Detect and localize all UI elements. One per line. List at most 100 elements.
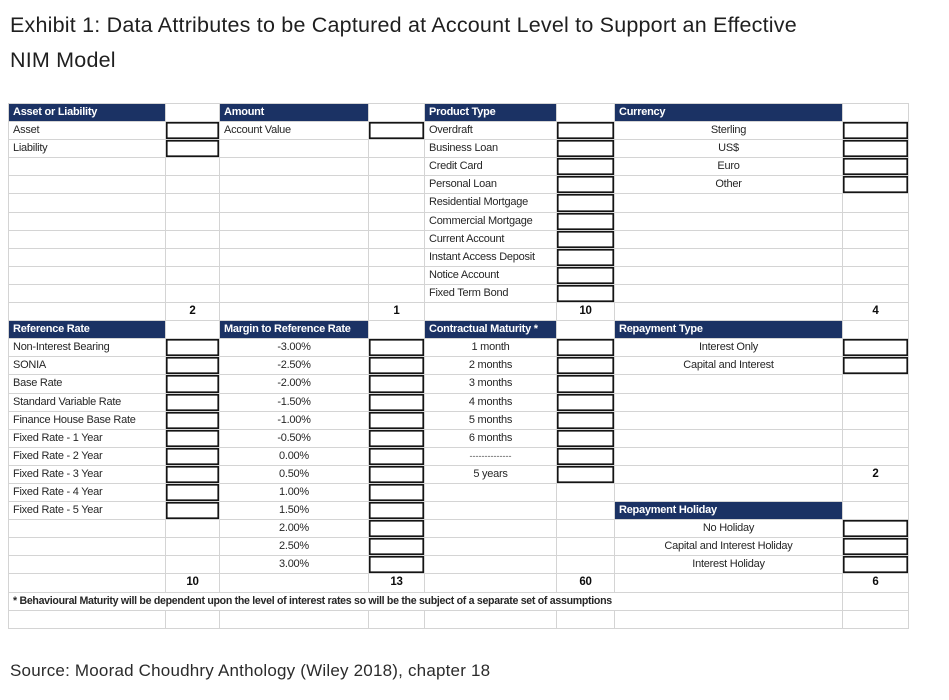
input-box[interactable] xyxy=(369,447,425,466)
input-box[interactable] xyxy=(369,393,425,412)
column-header-cell: Product Type xyxy=(425,104,557,123)
input-box[interactable] xyxy=(166,483,220,503)
input-box[interactable] xyxy=(843,556,909,575)
empty-cell xyxy=(557,538,615,557)
input-box[interactable] xyxy=(843,357,909,376)
input-box[interactable] xyxy=(557,339,615,358)
input-box[interactable] xyxy=(843,176,909,195)
empty-cell xyxy=(9,176,166,195)
row-label-cell: Capital and Interest xyxy=(615,357,843,376)
input-box[interactable] xyxy=(557,194,615,213)
row-label-cell: Asset xyxy=(9,122,166,141)
row-label-cell: 1.50% xyxy=(220,502,369,521)
input-box[interactable] xyxy=(843,538,909,557)
input-box[interactable] xyxy=(843,122,909,141)
count-cell: 13 xyxy=(369,574,425,593)
empty-cell xyxy=(615,447,843,466)
empty-cell xyxy=(615,230,843,249)
input-box[interactable] xyxy=(369,502,425,521)
footnote-cell: * Behavioural Maturity will be dependent… xyxy=(9,592,843,611)
input-box[interactable] xyxy=(557,158,615,177)
input-box[interactable] xyxy=(557,230,615,249)
input-box[interactable] xyxy=(369,339,425,358)
input-box[interactable] xyxy=(843,158,909,177)
input-box[interactable] xyxy=(166,411,220,430)
empty-cell xyxy=(166,230,220,249)
input-box[interactable] xyxy=(843,339,909,358)
input-box[interactable] xyxy=(557,122,615,141)
empty-cell xyxy=(557,556,615,575)
input-box[interactable] xyxy=(369,520,425,539)
empty-cell xyxy=(425,483,557,503)
input-box[interactable] xyxy=(166,393,220,412)
empty-cell xyxy=(166,556,220,575)
input-box[interactable] xyxy=(369,465,425,484)
input-box[interactable] xyxy=(369,375,425,394)
input-box[interactable] xyxy=(557,212,615,231)
row-label-cell: Sterling xyxy=(615,122,843,141)
row-label-cell: No Holiday xyxy=(615,520,843,539)
row-label-cell: -1.00% xyxy=(220,411,369,430)
empty-cell xyxy=(369,104,425,123)
input-box[interactable] xyxy=(369,429,425,448)
empty-cell xyxy=(615,610,843,629)
input-box[interactable] xyxy=(166,465,220,484)
input-box[interactable] xyxy=(557,411,615,430)
row-label-cell: SONIA xyxy=(9,357,166,376)
column-header-cell: Contractual Maturity * xyxy=(425,321,557,340)
input-box[interactable] xyxy=(369,483,425,503)
input-box[interactable] xyxy=(557,447,615,466)
input-box[interactable] xyxy=(166,122,220,141)
input-box[interactable] xyxy=(166,429,220,448)
input-box[interactable] xyxy=(166,447,220,466)
input-box[interactable] xyxy=(557,284,615,304)
empty-cell xyxy=(220,266,369,285)
input-box[interactable] xyxy=(166,339,220,358)
input-box[interactable] xyxy=(166,502,220,521)
row-label-cell: Fixed Rate - 3 Year xyxy=(9,465,166,484)
input-box[interactable] xyxy=(166,140,220,159)
input-box[interactable] xyxy=(557,393,615,412)
input-box[interactable] xyxy=(557,266,615,285)
input-box[interactable] xyxy=(557,375,615,394)
input-box[interactable] xyxy=(166,375,220,394)
input-box[interactable] xyxy=(843,520,909,539)
empty-cell xyxy=(557,610,615,629)
attributes-worksheet-grid: Asset or Liability Amount Product Type Curr… xyxy=(8,103,909,629)
input-box[interactable] xyxy=(557,248,615,267)
row-label-cell: Finance House Base Rate xyxy=(9,411,166,430)
empty-cell xyxy=(425,303,557,322)
input-box[interactable] xyxy=(369,556,425,575)
input-box[interactable] xyxy=(369,411,425,430)
empty-cell xyxy=(843,411,909,430)
source-citation: Source: Moorad Choudhry Anthology (Wiley… xyxy=(10,661,491,680)
input-box[interactable] xyxy=(557,429,615,448)
input-box[interactable] xyxy=(369,122,425,141)
row-label-cell: Interest Holiday xyxy=(615,556,843,575)
empty-cell xyxy=(166,321,220,340)
empty-cell xyxy=(615,411,843,430)
empty-cell xyxy=(557,502,615,521)
row-label-cell: 2.50% xyxy=(220,538,369,557)
row-label-cell: Personal Loan xyxy=(425,176,557,195)
empty-cell xyxy=(615,266,843,285)
row-label-cell: 0.00% xyxy=(220,447,369,466)
empty-cell xyxy=(9,303,166,322)
row-label-cell: 3.00% xyxy=(220,556,369,575)
row-label-cell: Interest Only xyxy=(615,339,843,358)
row-label-cell: 2 months xyxy=(425,357,557,376)
row-label-cell: US$ xyxy=(615,140,843,159)
column-header-cell: Currency xyxy=(615,104,843,123)
input-box[interactable] xyxy=(557,176,615,195)
input-box[interactable] xyxy=(369,538,425,557)
input-box[interactable] xyxy=(843,140,909,159)
input-box[interactable] xyxy=(557,357,615,376)
empty-cell xyxy=(369,212,425,231)
input-box[interactable] xyxy=(369,357,425,376)
input-box[interactable] xyxy=(557,140,615,159)
input-box[interactable] xyxy=(166,357,220,376)
input-box[interactable] xyxy=(557,465,615,484)
row-label-cell: Other xyxy=(615,176,843,195)
row-label-cell: Base Rate xyxy=(9,375,166,394)
empty-cell xyxy=(220,158,369,177)
